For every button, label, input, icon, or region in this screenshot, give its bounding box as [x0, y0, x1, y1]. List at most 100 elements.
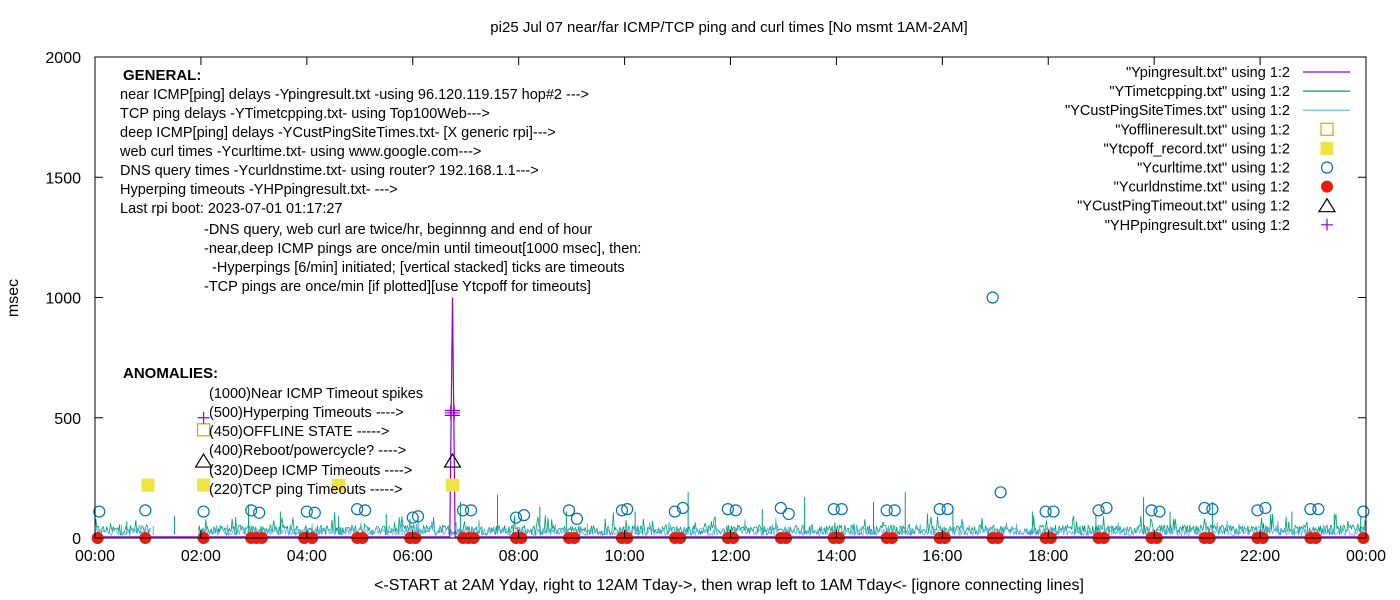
data-point: [1357, 505, 1370, 518]
marker-shape: [332, 478, 346, 492]
marker-shape: [509, 511, 523, 524]
marker-shape: [1312, 503, 1325, 516]
data-point: [774, 501, 787, 515]
data-point: [139, 504, 152, 517]
data-point: [194, 452, 213, 468]
marker-shape: [721, 503, 734, 516]
series-8: [197, 404, 461, 424]
data-point: [721, 503, 734, 516]
legend-swatch: [1321, 180, 1333, 193]
legend-label: "YTimetcpping.txt" using 1:2: [1109, 84, 1290, 100]
data-point: [300, 505, 313, 518]
data-point: [1304, 503, 1317, 516]
y-tick-label: 1500: [45, 170, 81, 187]
legend-swatch: [1321, 218, 1333, 231]
marker-shape: [1206, 503, 1219, 516]
data-point: [941, 503, 954, 516]
y-tick-label: 1000: [45, 291, 81, 308]
data-point: [517, 509, 531, 522]
marker-shape: [300, 505, 313, 518]
data-point: [308, 506, 321, 519]
general-line: web curl times -Ycurltime.txt- using www…: [119, 144, 481, 160]
marker-shape: [668, 505, 681, 518]
note-line: -DNS query, web curl are twice/hr, begin…: [204, 222, 592, 238]
data-point: [1251, 504, 1264, 517]
marker-shape: [308, 506, 321, 519]
data-point: [332, 478, 346, 492]
marker-shape: [880, 504, 893, 517]
anomalies-heading: ANOMALIES:: [123, 365, 218, 382]
marker-shape: [621, 503, 634, 516]
general-line: TCP ping delays -YTimetcpping.txt- using…: [120, 106, 490, 122]
marker-shape: [1092, 504, 1105, 517]
marker-shape: [139, 504, 152, 517]
data-point: [509, 511, 523, 524]
x-axis-label: <-START at 2AM Yday, right to 12AM Tday-…: [374, 577, 1084, 594]
marker-shape: [448, 404, 461, 417]
data-point: [1145, 504, 1158, 517]
anomaly-line: (500)Hyperping Timeouts ---->: [209, 405, 404, 421]
series-3: [196, 423, 211, 437]
marker-shape: [1321, 180, 1333, 193]
x-tick-label: 06:00: [393, 548, 433, 565]
y-axis-label: msec: [5, 279, 22, 317]
data-point: [445, 478, 459, 492]
general-line: deep ICMP[ping] delays -YCustPingSiteTim…: [120, 125, 556, 141]
marker-shape: [443, 452, 462, 468]
data-point: [351, 503, 364, 516]
y-tick-label: 2000: [45, 50, 81, 67]
marker-shape: [562, 504, 576, 517]
anomaly-line: (320)Deep ICMP Timeouts ---->: [209, 463, 412, 479]
data-point: [621, 503, 634, 516]
legend-label: "Ytcpoff_record.txt" using 1:2: [1103, 141, 1290, 157]
legend-label: "YHPpingresult.txt" using 1:2: [1105, 218, 1290, 234]
data-point: [676, 501, 689, 515]
marker-shape: [615, 504, 629, 517]
general-line: Hyperping timeouts -YHPpingresult.txt- -…: [120, 182, 398, 198]
series-7: [194, 452, 462, 468]
marker-shape: [1320, 122, 1334, 136]
series-4: [141, 478, 459, 492]
marker-shape: [1100, 501, 1113, 515]
data-point: [464, 504, 478, 517]
x-tick-label: 16:00: [922, 548, 962, 565]
marker-shape: [782, 507, 795, 521]
marker-shape: [194, 452, 213, 468]
general-line: near ICMP[ping] delays -Ypingresult.txt …: [120, 87, 589, 103]
data-point: [782, 507, 795, 521]
general-annotations: GENERAL: near ICMP[ping] delays -Ypingre…: [119, 67, 641, 295]
data-point: [615, 504, 629, 517]
anomaly-line: (220)TCP ping Timeouts ----->: [209, 482, 403, 498]
data-point: [1259, 501, 1272, 515]
marker-shape: [888, 504, 901, 517]
data-point: [411, 510, 425, 523]
marker-shape: [835, 503, 848, 516]
x-tick-label: 20:00: [1134, 548, 1174, 565]
data-point: [443, 452, 462, 468]
data-point: [358, 504, 372, 517]
note-line: -Hyperpings [6/min] initiated; [vertical…: [204, 260, 625, 276]
data-point: [668, 505, 681, 518]
general-heading: GENERAL:: [123, 67, 201, 84]
marker-shape: [1198, 501, 1211, 515]
data-point: [448, 404, 461, 417]
legend-label: "Ycurltime.txt" using 1:2: [1137, 161, 1290, 177]
legend-swatch: [1317, 197, 1337, 213]
data-point: [729, 504, 742, 517]
marker-shape: [1357, 505, 1370, 518]
data-point: [1039, 505, 1052, 518]
data-point: [1198, 501, 1211, 515]
anomalies-annotations: ANOMALIES: (1000)Near ICMP Timeout spike…: [123, 365, 423, 498]
x-tick-label: 10:00: [605, 548, 645, 565]
data-point: [245, 504, 258, 517]
anomaly-line: (400)Reboot/powercycle? ---->: [209, 443, 406, 459]
x-tick-label: 00:00: [1346, 548, 1386, 565]
marker-shape: [986, 291, 999, 304]
data-point: [456, 504, 470, 517]
data-point: [562, 504, 576, 517]
marker-shape: [197, 411, 210, 424]
marker-shape: [1251, 504, 1264, 517]
marker-shape: [933, 503, 946, 516]
data-point: [253, 506, 266, 519]
marker-shape: [1047, 505, 1060, 518]
